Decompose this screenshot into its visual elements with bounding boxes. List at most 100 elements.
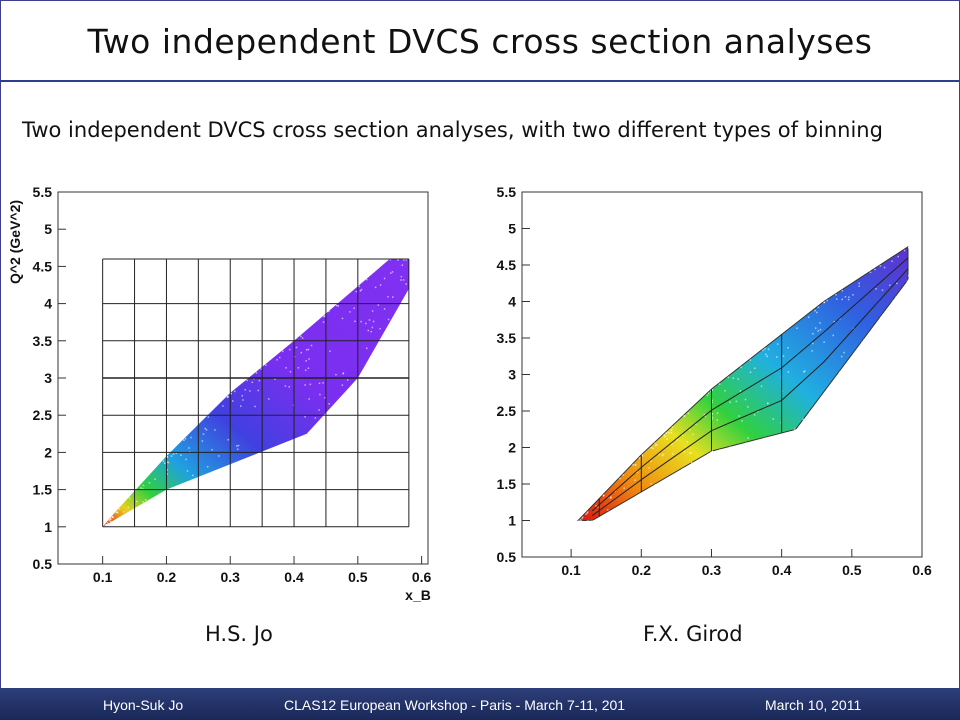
speckle-dot [136,501,138,503]
speckle-dot [858,285,860,287]
y-tick-label: 5 [508,221,516,237]
speckle-dot [776,356,778,358]
x-tick-label: 0.3 [221,569,241,585]
speckle-dot [839,372,841,374]
speckle-dot [863,339,865,341]
speckle-dot [154,478,156,480]
speckle-dot [852,294,854,296]
chart-left: 0.1 0.2 0.3 0.4 0.5 0.60.511.522.533.544.555.… [0,170,470,610]
speckle-dot [796,327,798,329]
speckle-dot [300,336,302,338]
speckle-dot [400,279,402,281]
speckle-dot [812,333,814,335]
speckle-dot [236,445,238,447]
slide-title: Two independent DVCS cross section analy… [0,22,960,61]
speckle-dot [858,283,860,285]
speckle-dot [187,470,189,472]
speckle-dot [206,429,208,431]
speckle-dot [662,455,664,457]
caption-left: H.S. Jo [205,622,273,646]
speckle-dot [328,311,330,313]
speckle-dot [708,466,710,468]
speckle-dot [666,438,668,440]
speckle-dot [740,367,742,369]
speckle-dot [180,484,182,486]
speckle-dot [717,412,719,414]
x-tick-label: 0.5 [842,562,862,578]
caption-right: F.X. Girod [643,622,743,646]
speckle-dot [761,385,763,387]
speckle-dot [372,310,374,312]
speckle-dot [275,446,277,448]
speckle-dot [882,289,884,291]
speckle-dot [337,401,339,403]
speckle-dot [128,507,130,509]
speckle-dot [276,359,278,361]
speckle-dot [745,442,747,444]
speckle-dot [203,433,205,435]
speckle-dot [589,521,591,523]
speckle-dot [690,452,692,454]
speckle-dot [366,279,368,281]
speckle-dot [672,453,674,455]
speckle-dot [315,417,317,419]
speckle-dot [740,390,742,392]
y-tick-label: 1 [44,519,52,535]
x-tick-label: 0.4 [284,569,304,585]
speckle-dot [870,272,872,274]
speckle-dot [156,503,158,505]
speckle-dot [354,321,356,323]
speckle-dot [328,403,330,405]
speckle-dot [754,414,756,416]
speckle-dot [390,272,392,274]
speckle-dot [741,420,743,422]
speckle-dot [329,351,331,353]
speckle-dot [298,367,300,369]
speckle-dot [812,343,814,345]
speckle-dot [311,345,313,347]
speckle-dot [256,372,258,374]
speckle-dot [378,304,380,306]
speckle-dot [717,419,719,421]
speckle-dot [188,447,190,449]
y-tick-label: 0.5 [33,556,53,572]
footer-date: March 10, 2011 [765,697,861,713]
speckle-dot [826,300,828,302]
speckle-dot [308,349,310,351]
speckle-dot [688,413,690,415]
speckle-dot [282,351,284,353]
speckle-dot [711,452,713,454]
speckle-dot [750,359,752,361]
speckle-dot [750,371,752,373]
speckle-dot [895,296,897,298]
speckle-dot [682,468,684,470]
speckle-dot [142,501,144,503]
speckle-dot [794,428,796,430]
chart-right: 0.1 0.2 0.3 0.4 0.5 0.60.511.522.533.544.555.… [480,170,950,610]
x-axis-label: x_B [405,587,431,603]
speckle-dot [369,319,371,321]
speckle-dot [635,464,637,466]
y-tick-label: 3.5 [497,330,517,346]
speckle-dot [687,441,689,443]
speckle-dot [581,521,583,523]
speckle-dot [183,490,185,492]
speckle-dot [392,271,394,273]
speckle-dot [765,354,767,356]
speckle-dot [586,512,588,514]
speckle-dot [130,511,132,513]
y-tick-label: 1.5 [497,476,517,492]
speckle-dot [185,438,187,440]
speckle-dot [228,439,230,441]
speckle-dot [214,472,216,474]
speckle-dot [259,380,261,382]
speckle-dot [347,379,349,381]
x-tick-label: 0.1 [561,562,581,578]
speckle-dot [747,437,749,439]
speckle-dot [375,287,377,289]
y-tick-label: 2.5 [497,403,517,419]
speckle-dot [841,299,843,301]
x-tick-label: 0.4 [772,562,792,578]
speckle-dot [623,474,625,476]
x-tick-label: 0.6 [912,562,932,578]
